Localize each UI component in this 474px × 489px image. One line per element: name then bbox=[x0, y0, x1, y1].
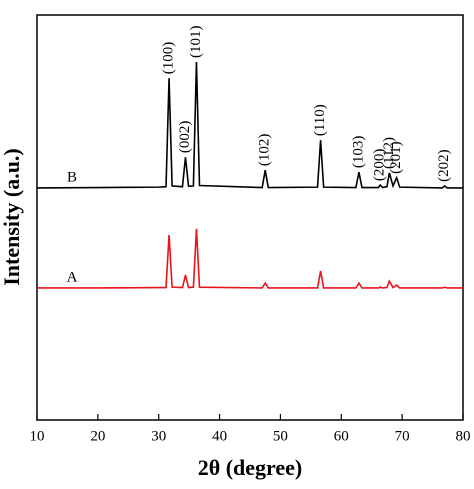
series-label: A bbox=[67, 269, 78, 285]
peak-label: (112) bbox=[381, 137, 397, 169]
series-line bbox=[37, 228, 463, 289]
x-tick-label: 10 bbox=[30, 428, 45, 444]
x-axis-title: 2θ (degree) bbox=[198, 455, 303, 480]
y-axis-title: Intensity (a.u.) bbox=[0, 148, 24, 286]
x-tick-label: 50 bbox=[273, 428, 288, 444]
x-tick-label: 70 bbox=[395, 428, 410, 444]
peak-label: (110) bbox=[312, 104, 328, 136]
x-tick-label: 30 bbox=[151, 428, 166, 444]
x-tick-label: 60 bbox=[334, 428, 349, 444]
peak-label: (102) bbox=[257, 134, 273, 167]
peak-label: (101) bbox=[188, 25, 204, 58]
peak-label: (100) bbox=[160, 42, 176, 75]
peak-label: (002) bbox=[177, 121, 193, 154]
plot-frame bbox=[36, 14, 464, 421]
peak-label: (201) bbox=[388, 141, 404, 174]
x-tick-label: 80 bbox=[456, 428, 471, 444]
peak-label: (202) bbox=[436, 149, 452, 182]
peak-label: (103) bbox=[350, 136, 366, 169]
series-label: B bbox=[67, 169, 77, 185]
x-tick-label: 20 bbox=[90, 428, 105, 444]
peak-label: (200) bbox=[372, 149, 388, 182]
x-tick-label: 40 bbox=[212, 428, 227, 444]
series-line bbox=[36, 61, 463, 189]
